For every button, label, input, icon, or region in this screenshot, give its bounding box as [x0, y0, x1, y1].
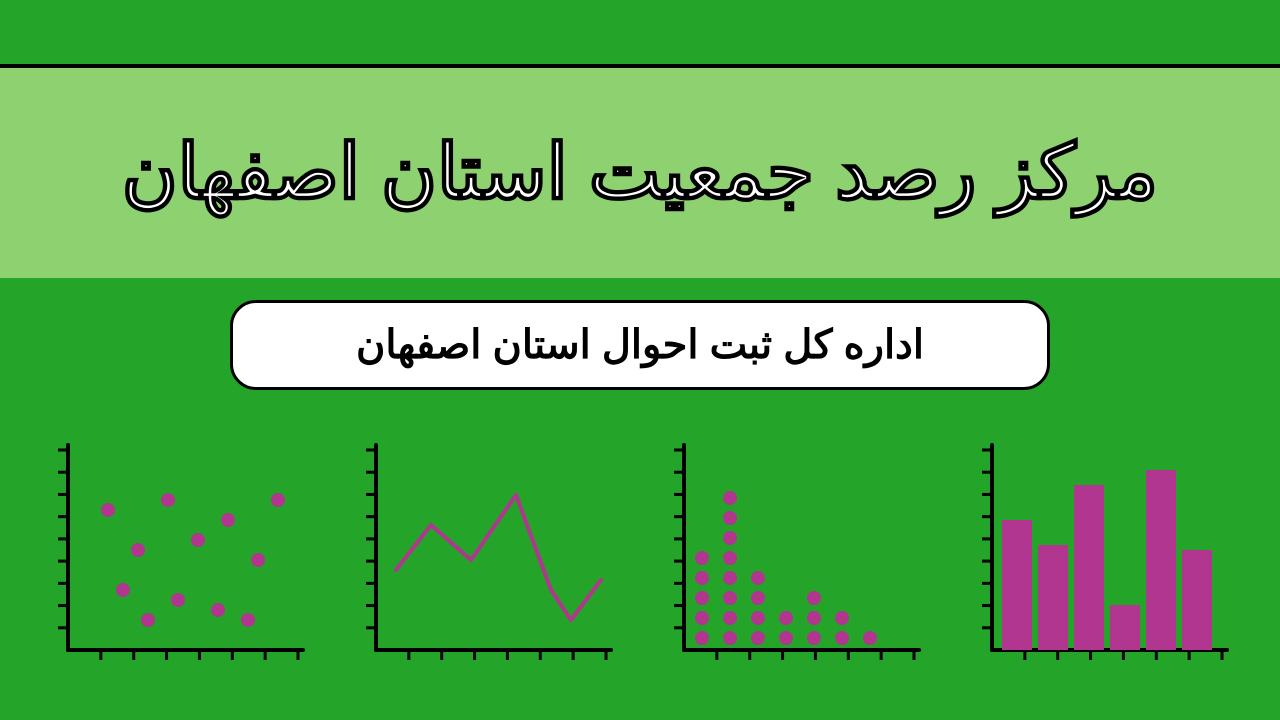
dot-chart-icon — [664, 440, 924, 670]
top-strip — [0, 0, 1280, 64]
title-band: مرکز رصد جمعیت استان اصفهان — [0, 68, 1280, 278]
charts-row — [0, 430, 1280, 670]
subtitle-text: اداره کل ثبت احوال استان اصفهان — [356, 322, 924, 368]
subtitle-pill: اداره کل ثبت احوال استان اصفهان — [230, 300, 1050, 390]
line-chart-icon — [356, 440, 616, 670]
main-title: مرکز رصد جمعیت استان اصفهان — [122, 135, 1158, 211]
infographic-canvas: مرکز رصد جمعیت استان اصفهان اداره کل ثبت… — [0, 0, 1280, 720]
scatter-chart-icon — [48, 440, 308, 670]
bar-chart-icon — [972, 440, 1232, 670]
